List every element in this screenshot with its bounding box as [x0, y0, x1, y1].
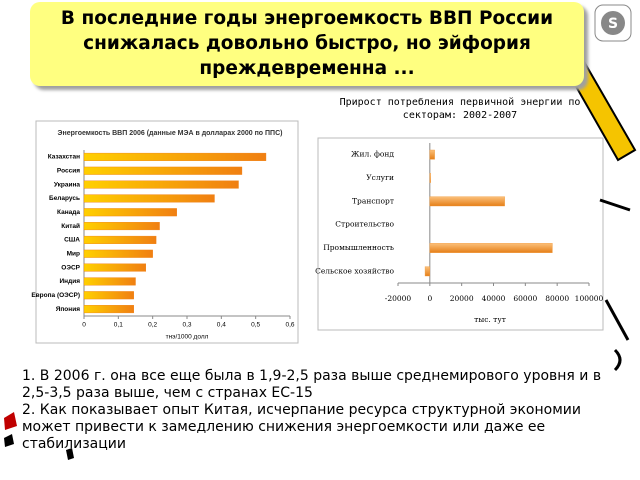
x-axis-label: тнэ/1000 долл [166, 334, 209, 341]
y-tick-label: Транспорт [352, 196, 394, 205]
bar [83, 208, 177, 217]
bar [83, 249, 153, 258]
title-line: преждевременна ... [199, 58, 415, 79]
y-tick-label: Канада [57, 209, 80, 216]
x-tick-label: 40000 [482, 294, 506, 303]
svg-text:S: S [608, 16, 618, 32]
x-tick-label: 0 [427, 294, 432, 303]
bar [83, 166, 243, 175]
logo: S [594, 4, 632, 42]
x-tick-label: 100000 [575, 294, 604, 303]
y-tick-label: Китай [61, 222, 80, 230]
bar [83, 263, 146, 272]
x-tick-label: 0,4 [217, 322, 226, 329]
y-tick-label: Мир [67, 250, 80, 257]
paragraph: 2. Как показывает опыт Китая, исчерпание… [22, 402, 581, 452]
chart-title: Энергоемкость ВВП 2006 (данные МЭА в дол… [57, 130, 283, 137]
bar [83, 305, 134, 314]
y-tick-label: Индия [59, 278, 80, 285]
title-line: снижалась довольно быстро, но эйфория [83, 33, 531, 54]
x-tick-label: 20000 [450, 294, 474, 303]
x-tick-label: 0,1 [114, 322, 123, 329]
y-tick-label: Россия [57, 167, 80, 174]
bar [424, 266, 431, 277]
bar [83, 152, 267, 161]
y-tick-label: Жил. фонд [351, 150, 394, 159]
y-tick-label: Услуги [366, 173, 394, 182]
bar [429, 173, 431, 183]
x-tick-label: 0 [82, 322, 86, 329]
y-tick-label: Япония [56, 306, 80, 313]
x-tick-label: 0,6 [285, 322, 294, 329]
paragraph: 1. В 2006 г. она все еще была в 1,9-2,5 … [22, 368, 602, 401]
y-tick-label: Казахстан [48, 154, 80, 161]
title-line: В последние годы энергоемкость ВВП Росси… [60, 8, 554, 29]
bar [429, 243, 553, 253]
y-tick-label: Беларусь [49, 195, 80, 202]
chart-title: Прирост потребления первичной энергии по… [339, 97, 581, 121]
x-tick-label: 0,5 [251, 322, 260, 329]
x-tick-label: -20000 [385, 294, 412, 303]
y-tick-label: Строительство [335, 220, 394, 229]
body-text: 1. В 2006 г. она все еще была в 1,9-2,5 … [22, 368, 632, 453]
y-tick-label: ОЭСР [61, 264, 80, 271]
bar [83, 291, 134, 300]
chart-frame [317, 137, 604, 331]
bar [83, 235, 157, 244]
x-tick-label: 0,2 [148, 322, 157, 329]
bar [83, 194, 215, 203]
y-tick-label: Украина [54, 181, 81, 188]
bar [83, 180, 239, 189]
bar [429, 149, 435, 160]
x-tick-label: 60000 [513, 294, 537, 303]
y-tick-label: Промышленность [323, 243, 394, 252]
slide-title: В последние годы энергоемкость ВВП Росси… [30, 2, 584, 86]
x-tick-label: 80000 [545, 294, 569, 303]
bar [83, 277, 136, 286]
bar [83, 222, 160, 231]
y-tick-label: США [64, 237, 80, 244]
x-tick-label: 0,3 [182, 322, 191, 329]
x-axis-label: тыс. тут [474, 315, 506, 324]
bar [429, 196, 505, 207]
y-tick-label: Сельское хозяйство [315, 266, 394, 275]
left-ornament [4, 412, 74, 460]
y-tick-label: Европа (ОЭСР) [31, 292, 80, 299]
